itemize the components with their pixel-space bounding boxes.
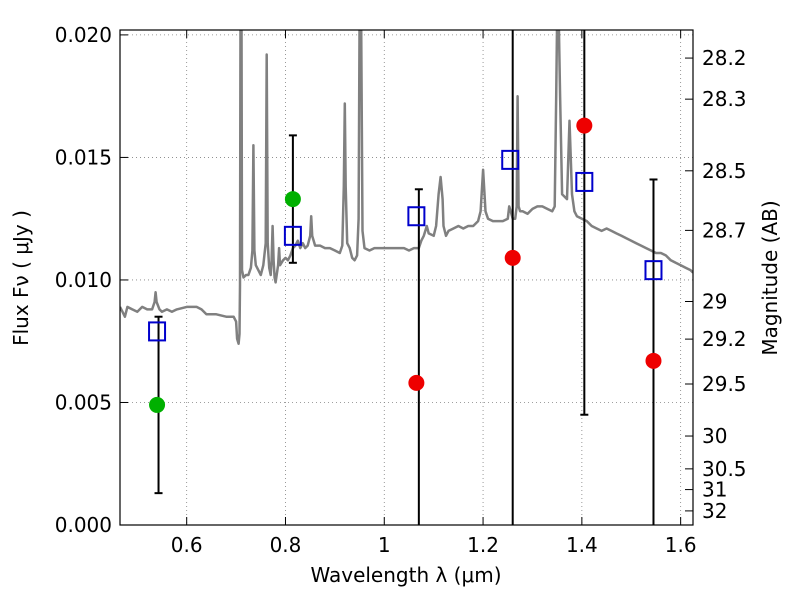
model-spectrum-layer [120,30,693,345]
x-tick-label: 0.6 [171,533,203,557]
y-tick-label: 0.005 [55,390,112,414]
x-axis-title: Wavelength λ (μm) [310,563,501,587]
detection-point [149,396,166,413]
marker-layer [148,117,663,413]
model-photometry-square [501,149,520,170]
y2-tick-label: 28.5 [702,159,747,183]
y-tick-label: 0.015 [55,145,112,169]
y2-tick-label: 29.2 [702,327,747,351]
y2-tick-label: 29.5 [702,372,747,396]
y2-axis-title: Magnitude (AB) [758,200,782,355]
plot-area [120,30,693,525]
y-tick-label: 0.000 [55,513,112,537]
plot-frame [119,29,694,526]
y-axis-title: Flux Fν ( μJy ) [9,210,33,346]
x-tick-label: 1.2 [467,533,499,557]
model-photometry-square [283,225,302,246]
y2-tick-label: 31 [702,478,727,502]
model-photometry-square [644,260,663,281]
grid [120,30,693,525]
model-spectrum-line [120,30,693,345]
y2-tick-label: 29 [702,290,727,314]
non-detection-point [504,249,521,266]
model-photometry-square [575,171,594,192]
y-tick-label: 0.010 [55,268,112,292]
x-tick-label: 0.8 [270,533,302,557]
y-tick-label: 0.020 [55,23,112,47]
y2-tick-label: 28.7 [702,218,747,242]
x-tick-label: 1.6 [665,533,697,557]
non-detection-point [576,117,593,134]
y2-tick-label: 30.5 [702,457,747,481]
non-detection-point [408,374,425,391]
y2-tick-label: 30 [702,424,727,448]
x-tick-label: 1 [378,533,391,557]
detection-point [284,191,301,208]
y2-tick-label: 28.3 [702,87,747,111]
tick-layer: 0.6 0.8 1 1.2 1.4 1.6 0.000 0.005 0.010 0.015 0.02… [55,23,747,557]
x-tick-label: 1.4 [566,533,598,557]
model-photometry-square [407,206,426,227]
non-detection-point [645,352,662,369]
y2-tick-label: 28.2 [702,46,747,70]
model-photometry-square [148,321,167,342]
y2-tick-label: 32 [702,499,727,523]
